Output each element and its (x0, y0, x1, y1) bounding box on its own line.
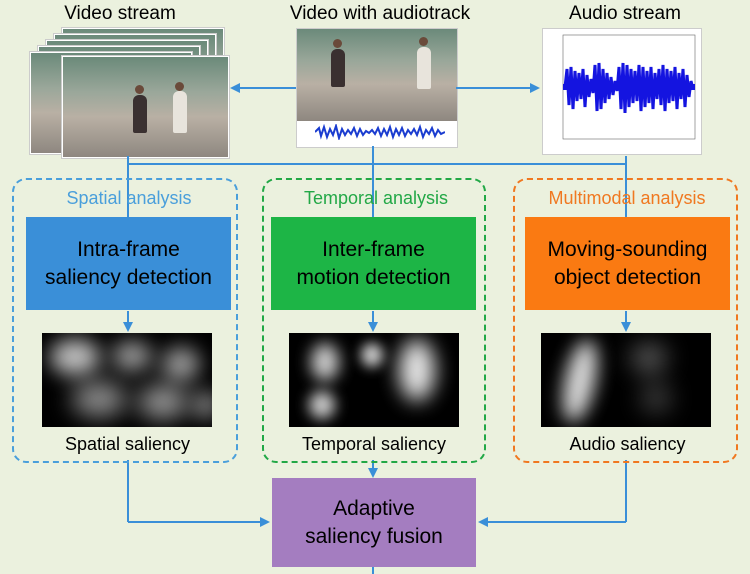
saliency-blob (72, 381, 126, 417)
saliency-blob (361, 343, 383, 367)
pedestrian-head (333, 39, 342, 48)
block-line: Intra-frame (77, 237, 180, 261)
saliency-blob (399, 339, 435, 401)
block-line: saliency fusion (305, 524, 443, 548)
audio-saliency-caption: Audio saliency (569, 434, 686, 454)
saliency-blob (309, 391, 335, 419)
video-with-audiotrack-panel (296, 28, 458, 148)
audio-stream-plot (542, 28, 702, 155)
saliency-blob (50, 339, 100, 375)
audio-stream-title: Audio stream (569, 3, 681, 24)
saliency-blob (311, 343, 339, 381)
temporal-analysis-label: Temporal analysis (303, 188, 449, 208)
spatial-analysis-group (12, 178, 238, 463)
block-line: Adaptive (333, 496, 415, 520)
spatial-analysis-label: Spatial analysis (66, 188, 192, 208)
pedestrian-head (175, 82, 184, 91)
saliency-blob (112, 341, 152, 371)
saliency-blob (192, 391, 212, 419)
adaptive-saliency-fusion-block: Adaptive saliency fusion (272, 478, 476, 567)
pedestrian-head (419, 37, 428, 46)
block-line: saliency detection (45, 265, 212, 289)
video-thumbnail (297, 29, 457, 121)
audiotrack-waveform (315, 124, 445, 140)
saliency-blob (631, 343, 667, 373)
inter-frame-motion-block: Inter-frame motion detection (271, 217, 476, 310)
block-line: Inter-frame (322, 237, 425, 261)
saliency-blob (556, 336, 604, 426)
temporal-saliency-map (289, 333, 459, 427)
pedestrian-figure (133, 95, 147, 133)
multimodal-analysis-label: Multimodal analysis (548, 188, 706, 208)
saliency-blob (162, 347, 200, 381)
spatial-saliency-caption: Spatial saliency (64, 434, 191, 454)
multimodal-analysis-group (513, 178, 738, 463)
video-stream-title: Video stream (64, 3, 176, 24)
video-frame-front (62, 56, 229, 158)
pedestrian-head (135, 85, 144, 94)
intra-frame-saliency-block: Intra-frame saliency detection (26, 217, 231, 310)
block-line: object detection (553, 265, 702, 289)
audio-saliency-map (541, 333, 711, 427)
saliency-blob (138, 385, 188, 419)
saliency-blob (641, 383, 671, 413)
temporal-analysis-group (262, 178, 486, 463)
block-line: motion detection (296, 265, 451, 289)
temporal-saliency-caption: Temporal saliency (301, 434, 447, 454)
block-line: Moving-sounding (547, 237, 708, 261)
pedestrian-figure (331, 49, 345, 87)
spatial-saliency-map (42, 333, 212, 427)
moving-sounding-object-block: Moving-sounding object detection (525, 217, 730, 310)
video-stream-frames (22, 28, 229, 158)
pedestrian-figure (417, 47, 431, 89)
audio-waveform (562, 34, 696, 140)
video-audiotrack-title: Video with audiotrack (289, 3, 471, 24)
pedestrian-figure (173, 91, 187, 133)
